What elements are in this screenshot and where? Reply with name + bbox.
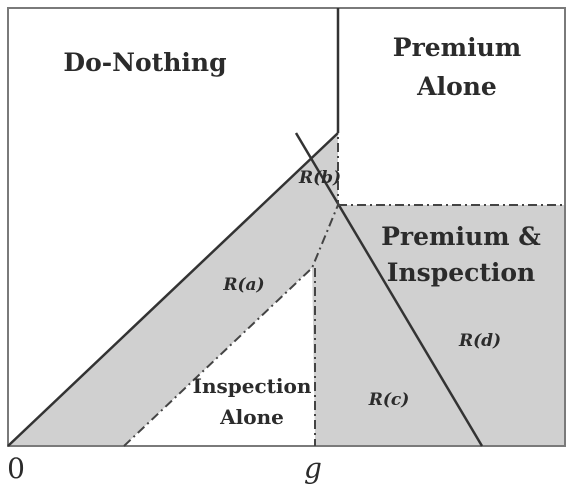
label-r-d: R(d) bbox=[458, 331, 501, 351]
label-inspection-alone-2: Alone bbox=[219, 405, 284, 429]
label-premium-alone-1: Premium bbox=[393, 33, 521, 62]
axis-g-label: g bbox=[304, 452, 322, 485]
axis-origin-label: 0 bbox=[7, 452, 25, 485]
descending-boundary-line bbox=[294, 132, 484, 447]
shaded-region-r-a bbox=[8, 133, 565, 446]
label-premium-inspection-2: Inspection bbox=[387, 258, 535, 287]
label-premium-alone-2: Alone bbox=[416, 72, 497, 101]
label-do-nothing: Do-Nothing bbox=[63, 48, 226, 77]
label-inspection-alone-1: Inspection bbox=[193, 374, 312, 398]
label-r-c: R(c) bbox=[368, 390, 410, 410]
shaded-region-r-b-c-d bbox=[312, 133, 482, 446]
dashdot-boundary-left bbox=[123, 133, 339, 447]
label-r-b: R(b) bbox=[298, 168, 341, 188]
diagonal-boundary-line bbox=[7, 132, 339, 447]
label-premium-inspection-1: Premium & bbox=[381, 222, 541, 251]
label-r-a: R(a) bbox=[222, 275, 264, 295]
diagram-frame bbox=[7, 7, 566, 447]
